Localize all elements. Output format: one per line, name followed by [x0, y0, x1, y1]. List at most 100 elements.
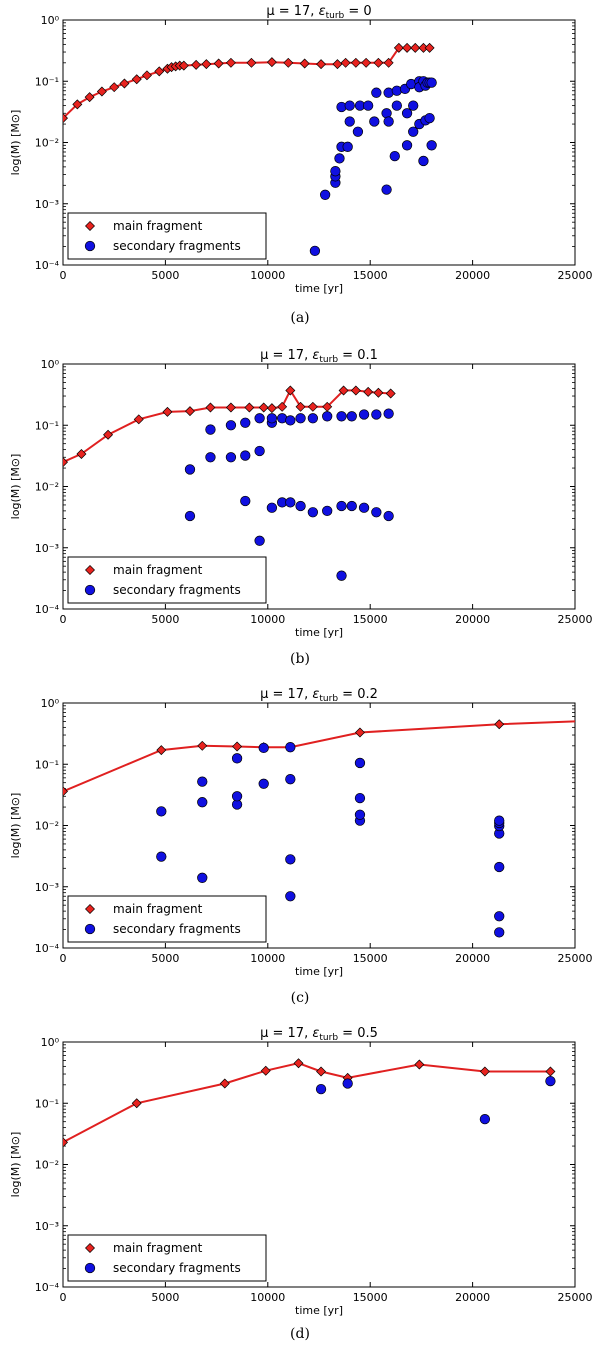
secondary-fragment-point: [315, 1083, 327, 1095]
title-epsilon: ε: [319, 4, 326, 19]
main-fragment-point: [191, 59, 202, 70]
secondary-fragment-point: [254, 535, 265, 546]
y-axis-label: log(M) [M⊙]: [9, 793, 22, 859]
secondary-fragment-point: [322, 411, 333, 422]
secondary-fragment-point: [285, 854, 296, 865]
legend-label: secondary fragments: [113, 922, 241, 936]
main-fragment-point: [393, 42, 404, 53]
secondary-fragment-point: [391, 100, 402, 111]
title-suffix: = 0.5: [338, 1026, 378, 1041]
main-fragment-point: [119, 78, 130, 89]
main-fragment-point: [350, 385, 361, 396]
main-fragment-point: [63, 1137, 68, 1148]
secondary-fragment-point: [319, 189, 331, 200]
title-subscript: turb: [326, 11, 345, 21]
legend-diamond-icon: [85, 565, 95, 575]
legend-box: [67, 895, 267, 943]
main-fragment-point: [293, 1058, 304, 1069]
secondary-fragment-point: [336, 570, 347, 581]
secondary-fragment-point: [285, 891, 296, 902]
y-tick-label: 10⁰: [41, 14, 60, 27]
secondary-fragment-point: [231, 791, 243, 802]
y-tick-label: 10⁻³: [35, 198, 59, 211]
secondary-fragment-point: [258, 742, 269, 754]
main-fragment-line: [63, 720, 575, 793]
main-fragment-point: [156, 745, 167, 756]
y-tick-label: 10⁻¹: [35, 1097, 59, 1110]
x-tick-label: 15000: [353, 613, 388, 626]
x-tick-label: 10000: [250, 269, 285, 282]
x-tick-label: 0: [60, 952, 67, 965]
secondary-fragment-point: [383, 510, 394, 522]
main-fragment-point: [201, 59, 212, 70]
main-fragment-point: [141, 70, 152, 81]
main-fragment-point: [545, 1066, 556, 1077]
secondary-fragment-point: [205, 424, 216, 435]
secondary-fragment-point: [197, 776, 208, 787]
legend-label: main fragment: [113, 1241, 203, 1255]
chart-panel-b: 0 5000 10000 15000 20000 25000 10⁰ 10⁻¹ 10⁻² 10⁻³…: [9, 348, 593, 667]
plot-area: [63, 719, 575, 938]
main-fragment-point: [63, 457, 68, 468]
secondary-fragment-point: [354, 792, 366, 804]
secondary-fragment-point: [197, 872, 208, 883]
title-prefix: μ = 17,: [260, 348, 312, 363]
secondary-fragment-point: [225, 420, 237, 431]
main-fragment-point: [266, 403, 277, 414]
main-fragment-point: [283, 57, 294, 68]
secondary-fragment-point: [346, 500, 357, 512]
secondary-fragment-point: [371, 409, 382, 420]
secondary-fragment-point: [358, 409, 370, 420]
y-tick-label: 10⁻²: [35, 820, 59, 833]
secondary-fragment-point: [231, 753, 243, 764]
chart-title: μ = 17, εturb = 0: [266, 4, 371, 21]
secondary-fragment-point: [408, 126, 419, 137]
x-tick-label: 5000: [151, 613, 179, 626]
main-fragment-point: [361, 57, 372, 68]
title-epsilon: ε: [312, 687, 319, 702]
secondary-fragment-point: [494, 815, 505, 826]
main-fragment-point: [363, 386, 374, 397]
secondary-fragment-point: [266, 413, 278, 424]
x-tick-label: 25000: [558, 613, 593, 626]
secondary-fragment-point: [418, 155, 429, 167]
secondary-fragment-point: [254, 445, 265, 457]
legend-circle-icon: [84, 584, 96, 596]
main-fragment-line: [63, 1062, 551, 1144]
main-fragment-point: [232, 741, 243, 752]
legend-circle-icon: [84, 240, 96, 252]
secondary-fragment-point: [371, 507, 382, 518]
y-tick-label: 10⁻¹: [35, 758, 59, 771]
secondary-fragment-point: [336, 500, 347, 512]
secondary-fragment-point: [285, 415, 296, 426]
main-fragment-point: [383, 57, 394, 68]
secondary-fragment-point: [258, 778, 269, 789]
main-fragment-point: [131, 74, 142, 85]
secondary-fragment-point: [225, 452, 237, 463]
secondary-fragment-point: [266, 502, 278, 513]
main-fragment-point: [414, 1059, 425, 1070]
secondary-fragment-point: [494, 911, 505, 922]
secondary-fragment-point: [295, 413, 306, 424]
title-suffix: = 0: [344, 4, 371, 19]
secondary-fragment-point: [369, 116, 380, 127]
title-epsilon: ε: [312, 348, 319, 363]
title-subscript: turb: [319, 355, 338, 365]
x-tick-label: 25000: [558, 952, 593, 965]
secondary-fragment-point: [156, 806, 167, 817]
secondary-fragment-point: [381, 184, 392, 195]
title-suffix: = 0.2: [338, 687, 378, 702]
legend-box: [67, 1234, 267, 1282]
secondary-fragment-point: [240, 450, 251, 461]
main-fragment-point: [295, 401, 306, 412]
y-tick-label: 10⁻³: [35, 1220, 59, 1233]
chart-title: μ = 17, εturb = 0.5: [260, 1026, 378, 1043]
x-tick-label: 0: [60, 269, 67, 282]
secondary-fragment-point: [408, 100, 419, 111]
secondary-fragment-point: [401, 108, 413, 119]
main-fragment-point: [213, 58, 224, 69]
y-tick-label: 10⁻¹: [35, 419, 59, 432]
legend-label: main fragment: [113, 902, 203, 916]
main-fragment-point: [277, 401, 288, 412]
main-fragment-point: [244, 402, 255, 413]
